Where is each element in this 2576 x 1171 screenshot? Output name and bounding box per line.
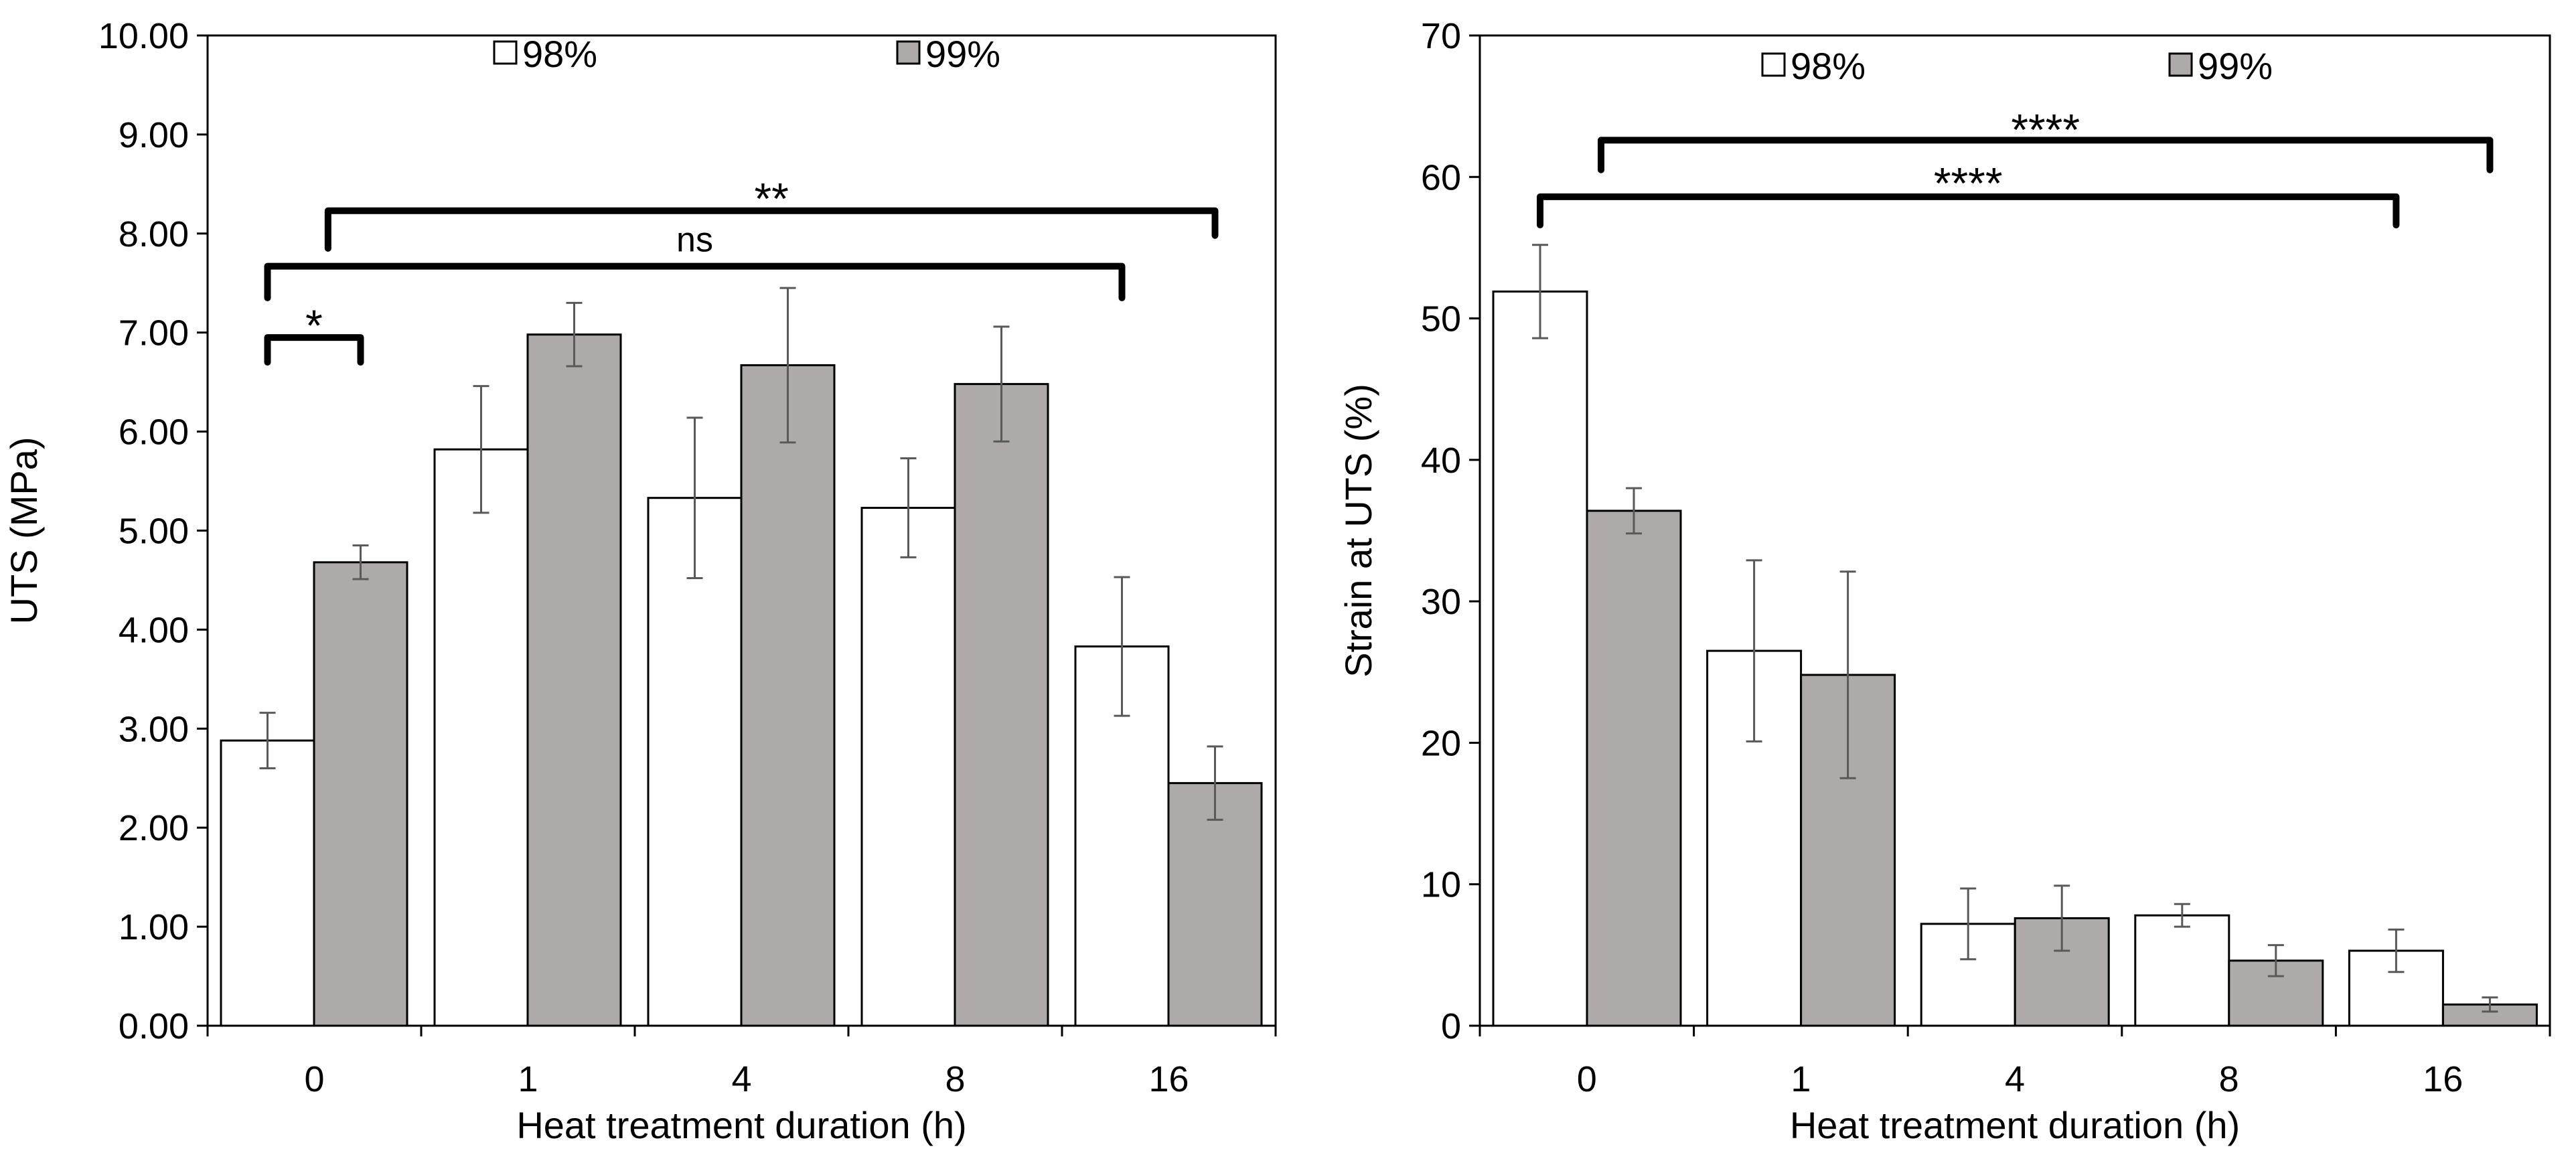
significance-bracket bbox=[324, 207, 1219, 252]
x-tick-label: 8 bbox=[2219, 1059, 2239, 1099]
legend-label: 99% bbox=[925, 33, 1000, 75]
bar-99pct-1 bbox=[526, 333, 622, 1027]
y-tick-label: 3.00 bbox=[119, 709, 189, 749]
y-tick-label: 4.00 bbox=[119, 610, 189, 650]
x-tick-label: 1 bbox=[518, 1059, 538, 1099]
x-tick-label: 4 bbox=[2005, 1059, 2025, 1099]
significance-label: ns bbox=[676, 220, 713, 259]
x-axis-label: Heat treatment duration (h) bbox=[516, 1104, 966, 1146]
x-tick-label: 1 bbox=[1791, 1059, 1811, 1099]
x-tick-label: 8 bbox=[945, 1059, 965, 1099]
y-tick-label: 5.00 bbox=[119, 512, 189, 552]
bar-98pct-1 bbox=[433, 448, 529, 1027]
significance-bracket bbox=[264, 262, 1126, 301]
y-tick-label: 10 bbox=[1421, 865, 1461, 905]
significance-label: ** bbox=[754, 174, 788, 224]
legend-label: 98% bbox=[1791, 45, 1866, 87]
bar-99pct-16 bbox=[1167, 782, 1263, 1027]
y-tick-label: 9.00 bbox=[119, 115, 189, 155]
y-tick-label: 0 bbox=[1441, 1006, 1461, 1046]
y-tick-label: 30 bbox=[1421, 582, 1461, 622]
y-tick-label: 20 bbox=[1421, 723, 1461, 763]
y-axis-label: Strain at UTS (%) bbox=[1337, 384, 1379, 678]
bar-98pct-4 bbox=[647, 497, 743, 1027]
y-tick-label: 70 bbox=[1421, 16, 1461, 56]
legend-swatch bbox=[493, 40, 518, 65]
x-tick-label: 16 bbox=[2423, 1059, 2463, 1099]
x-axis-label: Heat treatment duration (h) bbox=[1790, 1104, 2240, 1146]
bar-98pct-0 bbox=[1492, 290, 1588, 1027]
x-tick-label: 0 bbox=[304, 1059, 324, 1099]
significance-bracket bbox=[1598, 137, 2494, 173]
bar-99pct-8 bbox=[954, 383, 1049, 1027]
bar-98pct-16 bbox=[1074, 645, 1170, 1027]
legend-swatch bbox=[2168, 52, 2193, 77]
significance-bracket bbox=[264, 334, 364, 366]
bar-99pct-4 bbox=[740, 364, 836, 1027]
chart-panel-uts: 0.00 1.00 2.00 3.00 4.00 5.00 6.00 7.00 8.00 9.00… bbox=[3, 16, 1277, 1146]
bar-99pct-0 bbox=[1586, 510, 1682, 1027]
bar-98pct-8 bbox=[860, 506, 956, 1027]
y-tick-label: 8.00 bbox=[119, 214, 189, 254]
bar-98pct-0 bbox=[220, 739, 315, 1027]
chart-panel-strain: 0 10 20 30 40 50 60 70 0 1 4 8 16 ******** 98% 99% Heat … bbox=[1337, 16, 2551, 1146]
significance-label: * bbox=[305, 301, 323, 350]
y-tick-label: 1.00 bbox=[119, 907, 189, 947]
bar-98pct-8 bbox=[2134, 914, 2230, 1027]
y-tick-label: 6.00 bbox=[119, 412, 189, 453]
y-tick-label: 40 bbox=[1421, 441, 1461, 481]
y-tick-label: 2.00 bbox=[119, 808, 189, 848]
legend-label: 98% bbox=[522, 33, 597, 75]
x-tick-label: 0 bbox=[1577, 1059, 1597, 1099]
y-tick-label: 60 bbox=[1421, 157, 1461, 198]
significance-label: **** bbox=[1934, 159, 2003, 208]
bar-99pct-0 bbox=[313, 561, 408, 1027]
y-tick-label: 50 bbox=[1421, 299, 1461, 339]
y-tick-label: 0.00 bbox=[119, 1006, 189, 1046]
x-tick-label: 4 bbox=[731, 1059, 751, 1099]
x-tick-label: 16 bbox=[1148, 1059, 1189, 1099]
legend-label: 99% bbox=[2198, 45, 2273, 87]
y-axis-label: UTS (MPa) bbox=[3, 437, 45, 625]
significance-label: **** bbox=[2011, 104, 2080, 154]
significance-bracket bbox=[1537, 193, 2400, 229]
y-tick-label: 7.00 bbox=[119, 313, 189, 354]
y-tick-label: 10.00 bbox=[98, 16, 189, 56]
legend-swatch bbox=[1761, 52, 1786, 77]
legend-swatch bbox=[896, 40, 921, 65]
